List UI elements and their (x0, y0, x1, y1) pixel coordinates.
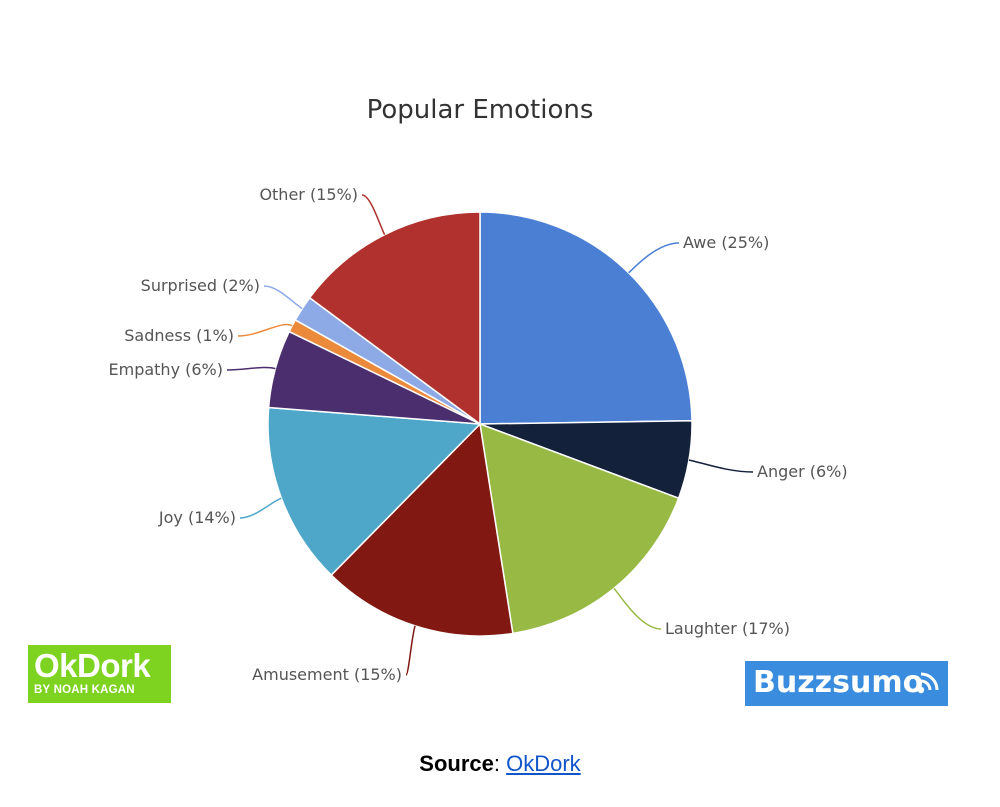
slice-label: Laughter (17%) (665, 619, 790, 638)
wifi-icon (917, 672, 939, 694)
pie-slice (267, 406, 482, 577)
slice-label: Joy (14%) (158, 508, 236, 527)
slice-label: Anger (6%) (757, 462, 848, 481)
slice-label: Awe (25%) (683, 233, 769, 252)
pie-slices (267, 211, 693, 637)
pie-slice (330, 422, 514, 637)
leader-line (226, 366, 276, 371)
leader-line (237, 323, 293, 337)
leader-line (361, 194, 386, 236)
okdork-logo-subtext: BY NOAH KAGAN (34, 684, 135, 696)
slice-label: Empathy (6%) (109, 360, 224, 379)
leader-line (613, 587, 662, 630)
leader-lines (226, 194, 754, 676)
chart-title: Popular Emotions (367, 95, 594, 125)
pie-slice (308, 211, 481, 426)
source-line: Source: OkDork (0, 751, 1000, 777)
pie-slice (479, 211, 693, 425)
leader-line (263, 285, 303, 310)
slice-labels: Awe (25%) Anger (6%) Laughter (17%) Amuseme… (109, 185, 848, 684)
slice-label: Surprised (2%) (141, 276, 260, 295)
okdork-logo: OkDork BY NOAH KAGAN (28, 645, 171, 703)
slice-label: Sadness (1%) (124, 326, 234, 345)
leader-line (405, 625, 416, 676)
leader-line (628, 242, 680, 274)
leader-line (239, 497, 282, 519)
pie-slice (479, 422, 680, 635)
source-separator: : (493, 751, 507, 776)
buzzsumo-logo-text: Buzzsumo (753, 665, 924, 700)
leader-line (688, 459, 754, 473)
pie-chart: Popular Emotions Awe (25%) Anger (6%) Laug… (109, 95, 848, 684)
slice-label: Amusement (15%) (252, 665, 402, 684)
source-link[interactable]: OkDork (506, 751, 581, 776)
slice-label: Other (15%) (259, 185, 358, 204)
source-label: Source (419, 751, 494, 776)
buzzsumo-logo: Buzzsumo (745, 661, 948, 706)
okdork-logo-text: OkDork (34, 647, 151, 684)
